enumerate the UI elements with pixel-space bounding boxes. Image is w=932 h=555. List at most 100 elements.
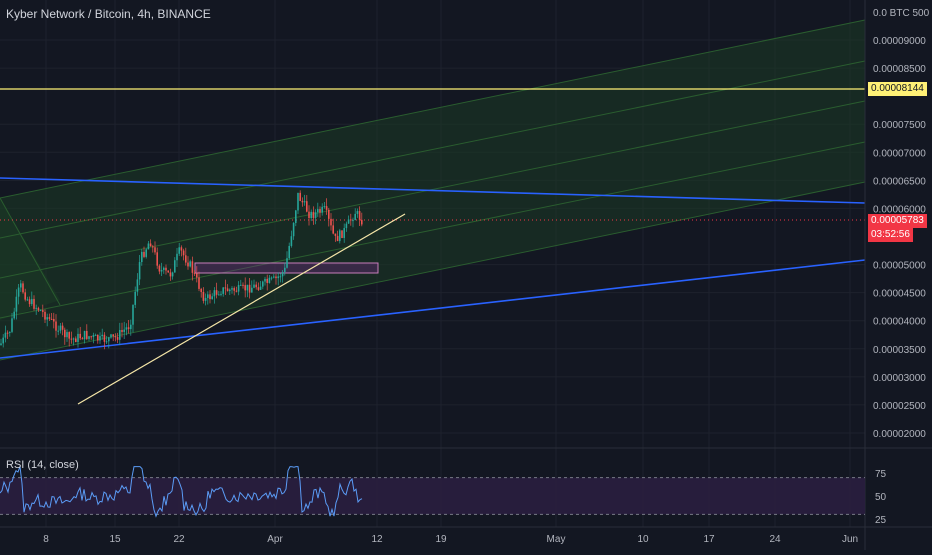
candle[interactable] <box>330 218 332 226</box>
candle[interactable] <box>143 251 145 257</box>
candle[interactable] <box>110 334 112 338</box>
candle[interactable] <box>92 335 95 337</box>
candle[interactable] <box>48 317 51 319</box>
candle[interactable] <box>46 317 48 320</box>
candle[interactable] <box>310 211 312 218</box>
candle[interactable] <box>138 262 141 280</box>
candle[interactable] <box>279 276 282 278</box>
candle[interactable] <box>50 318 53 320</box>
candle[interactable] <box>31 298 33 305</box>
candle[interactable] <box>229 289 231 292</box>
candle[interactable] <box>323 206 326 208</box>
candle[interactable] <box>277 276 279 279</box>
candle[interactable] <box>61 325 64 330</box>
candle[interactable] <box>6 332 9 334</box>
candle[interactable] <box>350 219 352 221</box>
candle[interactable] <box>246 284 249 291</box>
support-line[interactable] <box>0 259 866 359</box>
candle[interactable] <box>358 211 361 220</box>
candle[interactable] <box>145 249 147 257</box>
candle[interactable] <box>356 211 359 214</box>
candle[interactable] <box>167 270 169 273</box>
candle[interactable] <box>251 287 253 293</box>
candle[interactable] <box>345 223 348 229</box>
candle[interactable] <box>2 337 4 344</box>
candle[interactable] <box>103 334 106 342</box>
candle[interactable] <box>242 284 244 286</box>
candle[interactable] <box>189 261 191 267</box>
candle[interactable] <box>44 311 46 320</box>
candle[interactable] <box>361 219 363 225</box>
candle[interactable] <box>235 290 238 292</box>
candle[interactable] <box>123 329 125 332</box>
candle[interactable] <box>97 334 99 341</box>
candle[interactable] <box>262 281 264 287</box>
candle[interactable] <box>290 236 293 246</box>
channel-line[interactable] <box>0 60 866 239</box>
candle[interactable] <box>17 287 20 297</box>
candle[interactable] <box>33 298 35 309</box>
candle[interactable] <box>202 291 205 301</box>
candle[interactable] <box>268 277 271 283</box>
candle[interactable] <box>204 297 207 301</box>
candle[interactable] <box>319 209 321 213</box>
candle[interactable] <box>66 332 68 338</box>
candle[interactable] <box>55 321 57 331</box>
candle[interactable] <box>72 338 75 340</box>
candle[interactable] <box>90 336 92 338</box>
candle[interactable] <box>171 272 174 277</box>
candle[interactable] <box>220 293 222 295</box>
candle[interactable] <box>39 310 42 312</box>
candle[interactable] <box>24 292 26 300</box>
candle[interactable] <box>222 287 224 294</box>
candle[interactable] <box>328 209 330 219</box>
candle[interactable] <box>257 287 260 290</box>
candle[interactable] <box>86 330 88 339</box>
candle[interactable] <box>273 276 275 278</box>
candle[interactable] <box>306 201 308 212</box>
candle[interactable] <box>259 286 262 290</box>
candle[interactable] <box>288 245 290 259</box>
candle[interactable] <box>352 220 354 222</box>
candle[interactable] <box>187 262 189 267</box>
candle[interactable] <box>275 276 277 279</box>
candle[interactable] <box>198 277 200 289</box>
candle[interactable] <box>158 265 161 272</box>
candle[interactable] <box>156 252 158 266</box>
candle[interactable] <box>295 210 297 223</box>
candle[interactable] <box>237 285 240 292</box>
candle[interactable] <box>255 284 257 288</box>
candle[interactable] <box>94 334 97 336</box>
candle[interactable] <box>224 287 227 289</box>
channel-line[interactable] <box>0 197 61 306</box>
candle[interactable] <box>149 243 152 247</box>
candle[interactable] <box>4 332 7 338</box>
candle[interactable] <box>270 277 273 279</box>
candle[interactable] <box>37 307 40 311</box>
candle[interactable] <box>154 247 156 253</box>
candle[interactable] <box>336 235 339 242</box>
candle[interactable] <box>341 230 343 238</box>
candle[interactable] <box>297 192 299 211</box>
candle[interactable] <box>196 273 198 278</box>
candle[interactable] <box>125 327 128 330</box>
candle[interactable] <box>59 325 62 331</box>
candle[interactable] <box>314 212 317 218</box>
candle[interactable] <box>35 307 37 309</box>
candle[interactable] <box>130 324 132 330</box>
candle[interactable] <box>42 310 44 312</box>
candle[interactable] <box>26 299 29 301</box>
candle[interactable] <box>20 283 22 288</box>
candle[interactable] <box>207 294 209 298</box>
candle[interactable] <box>121 330 123 332</box>
candle[interactable] <box>99 336 101 341</box>
candle[interactable] <box>81 338 84 340</box>
candle[interactable] <box>286 258 288 268</box>
candle[interactable] <box>127 327 130 330</box>
candle[interactable] <box>231 288 233 290</box>
candle[interactable] <box>152 246 154 248</box>
channel-line[interactable] <box>0 19 866 199</box>
candle[interactable] <box>343 228 345 238</box>
candle[interactable] <box>57 330 59 332</box>
